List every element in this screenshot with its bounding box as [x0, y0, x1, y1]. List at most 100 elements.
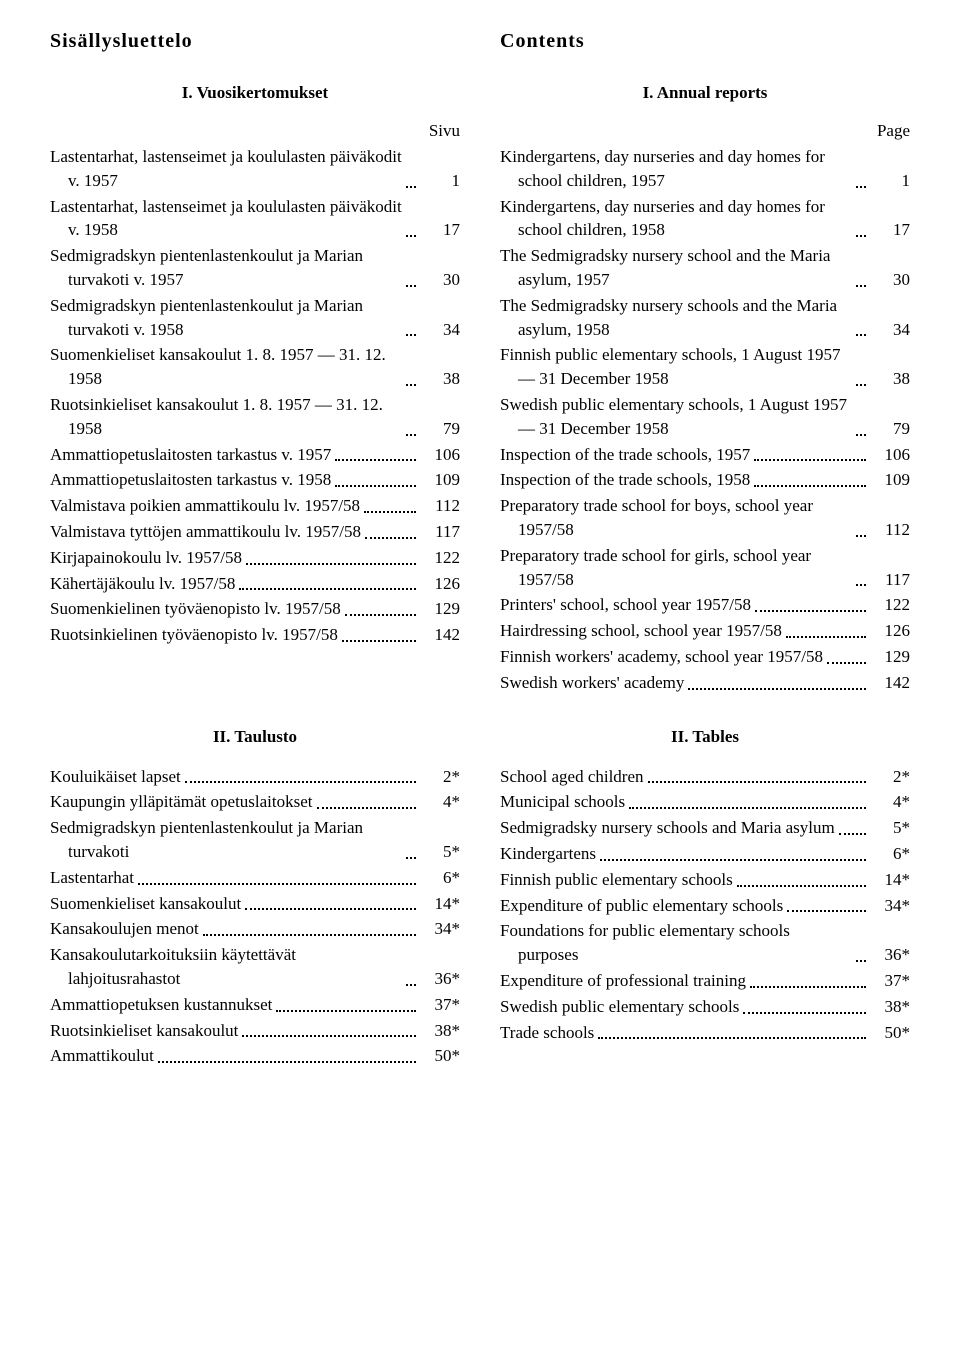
toc-dots — [856, 185, 866, 188]
toc-entry: Sedmigradskyn pientenlastenkoulut ja Mar… — [50, 816, 460, 864]
toc-entry: Printers' school, school year 1957/58 122 — [500, 593, 910, 617]
toc-dots — [856, 534, 866, 537]
toc-entry-page: 79 — [420, 417, 460, 441]
toc-entry: Ruotsinkieliset kansakoulut38* — [50, 1019, 460, 1043]
toc-entry: The Sedmigradsky nursery schools and the… — [500, 294, 910, 342]
toc-entry: Preparatory trade school for girls, scho… — [500, 544, 910, 592]
toc-dots — [406, 433, 416, 436]
toc-entry-text: Suomenkieliset kansakoulut 1. 8. 1957 — … — [50, 343, 402, 391]
toc-entry-page: 109 — [870, 468, 910, 492]
section-1-left-title: I. Vuosikertomukset — [50, 83, 460, 103]
page-label-right: Page — [500, 121, 910, 141]
toc-entry-page: 6* — [420, 866, 460, 890]
toc-entry: Kähertäjäkoulu lv. 1957/58126 — [50, 572, 460, 596]
toc-entry: Swedish workers' academy142 — [500, 671, 910, 695]
toc-entry-text: Kähertäjäkoulu lv. 1957/58 — [50, 572, 235, 596]
toc-entry-page: 30 — [420, 268, 460, 292]
toc-entry: School aged children2* — [500, 765, 910, 789]
toc-dots — [335, 458, 416, 461]
toc-dots — [246, 562, 416, 565]
toc-dots — [242, 1034, 416, 1037]
toc-dots — [755, 609, 866, 612]
toc-entry-text: Kouluikäiset lapset — [50, 765, 181, 789]
toc-entry-text: Kindergartens — [500, 842, 596, 866]
toc-entry-text: Ammattiopetuksen kustannukset — [50, 993, 272, 1017]
toc-entry: Sedmigradskyn pientenlastenkoulut ja Mar… — [50, 244, 460, 292]
toc-entry-page: 50* — [870, 1021, 910, 1045]
toc-entry-text: Sedmigradskyn pientenlastenkoulut ja Mar… — [50, 244, 402, 292]
toc-entry-text: Inspection of the trade schools, 1958 — [500, 468, 750, 492]
toc-dots — [856, 234, 866, 237]
toc-entry: Kansakoulujen menot34* — [50, 917, 460, 941]
toc-entry: Sedmigradsky nursery schools and Maria a… — [500, 816, 910, 840]
toc-entry-text: Lastentarhat, lastenseimet ja koululaste… — [50, 195, 402, 243]
toc-entry-text: Kansakoulutarkoituksiin käytettävät lahj… — [50, 943, 402, 991]
toc-entry: Swedish public elementary schools38* — [500, 995, 910, 1019]
toc-dots — [856, 959, 866, 962]
toc-entry-text: Finnish public elementary schools — [500, 868, 733, 892]
section-2-left-title: II. Taulusto — [50, 727, 460, 747]
section-2-left-entries: Kouluikäiset lapset2*Kaupungin ylläpitäm… — [50, 765, 460, 1069]
toc-entry-page: 129 — [420, 597, 460, 621]
toc-entry-text: Sedmigradskyn pientenlastenkoulut ja Mar… — [50, 816, 402, 864]
heading-right: Contents — [500, 30, 910, 53]
toc-dots — [856, 583, 866, 586]
toc-entry-page: 106 — [420, 443, 460, 467]
toc-entry-text: Printers' school, school year 1957/58 — [500, 593, 751, 617]
toc-dots — [737, 884, 866, 887]
toc-entry-text: The Sedmigradsky nursery schools and the… — [500, 294, 852, 342]
toc-entry-page: 38 — [870, 367, 910, 391]
toc-entry-page: 6* — [870, 842, 910, 866]
toc-entry-page: 142 — [420, 623, 460, 647]
toc-dots — [158, 1060, 416, 1063]
toc-entry-text: Ammattiopetuslaitosten tarkastus v. 1957 — [50, 443, 331, 467]
toc-entry: Ruotsinkieliset kansakoulut 1. 8. 1957 —… — [50, 393, 460, 441]
toc-dots — [364, 510, 416, 513]
toc-dots — [754, 458, 866, 461]
toc-dots — [335, 484, 416, 487]
toc-dots — [245, 907, 416, 910]
toc-dots — [138, 882, 416, 885]
toc-dots — [648, 780, 866, 783]
toc-entry-page: 106 — [870, 443, 910, 467]
toc-entry-page: 122 — [420, 546, 460, 570]
toc-entry: Kindergartens, day nurseries and day hom… — [500, 145, 910, 193]
toc-entry-text: Finnish public elementary schools, 1 Aug… — [500, 343, 852, 391]
toc-entry-page: 38 — [420, 367, 460, 391]
toc-dots — [750, 985, 866, 988]
toc-entry: Hairdressing school, school year 1957/58… — [500, 619, 910, 643]
toc-entry-page: 112 — [870, 518, 910, 542]
toc-entry-text: The Sedmigradsky nursery school and the … — [500, 244, 852, 292]
toc-entry-text: Swedish public elementary schools, 1 Aug… — [500, 393, 852, 441]
toc-entry-page: 50* — [420, 1044, 460, 1068]
toc-entry-text: Preparatory trade school for girls, scho… — [500, 544, 852, 592]
toc-entry: Suomenkielinen työväenopisto lv. 1957/58… — [50, 597, 460, 621]
section-2-right-entries: School aged children2*Municipal schools4… — [500, 765, 910, 1045]
toc-dots — [743, 1011, 866, 1014]
toc-entry-page: 122 — [870, 593, 910, 617]
toc-entry-page: 5* — [420, 840, 460, 864]
toc-entry-text: Expenditure of professional training — [500, 969, 746, 993]
toc-dots — [856, 433, 866, 436]
toc-dots — [203, 933, 416, 936]
toc-entry-text: Ruotsinkielinen työväenopisto lv. 1957/5… — [50, 623, 338, 647]
toc-entry: Kirjapainokoulu lv. 1957/58122 — [50, 546, 460, 570]
toc-dots — [406, 856, 416, 859]
toc-entry: Kindergartens 6* — [500, 842, 910, 866]
toc-dots — [406, 983, 416, 986]
section-1-right-column: I. Annual reports Page Kindergartens, da… — [500, 83, 910, 697]
toc-entry: Trade schools 50* — [500, 1021, 910, 1045]
toc-entry: Ammattiopetuslaitosten tarkastus v. 1958… — [50, 468, 460, 492]
toc-entry-page: 1 — [420, 169, 460, 193]
toc-entry-text: Sedmigradsky nursery schools and Maria a… — [500, 816, 835, 840]
toc-entry-text: Swedish public elementary schools — [500, 995, 739, 1019]
toc-entry-text: Valmistava tyttöjen ammattikoulu lv. 195… — [50, 520, 361, 544]
section-1-left-entries: Lastentarhat, lastenseimet ja koululaste… — [50, 145, 460, 647]
toc-entry-page: 38* — [420, 1019, 460, 1043]
toc-entry-page: 112 — [420, 494, 460, 518]
toc-entry-page: 142 — [870, 671, 910, 695]
toc-entry: The Sedmigradsky nursery school and the … — [500, 244, 910, 292]
toc-entry-text: Trade schools — [500, 1021, 594, 1045]
toc-entry-text: Suomenkielinen työväenopisto lv. 1957/58 — [50, 597, 341, 621]
section-2: II. Taulusto Kouluikäiset lapset2*Kaupun… — [50, 727, 910, 1071]
